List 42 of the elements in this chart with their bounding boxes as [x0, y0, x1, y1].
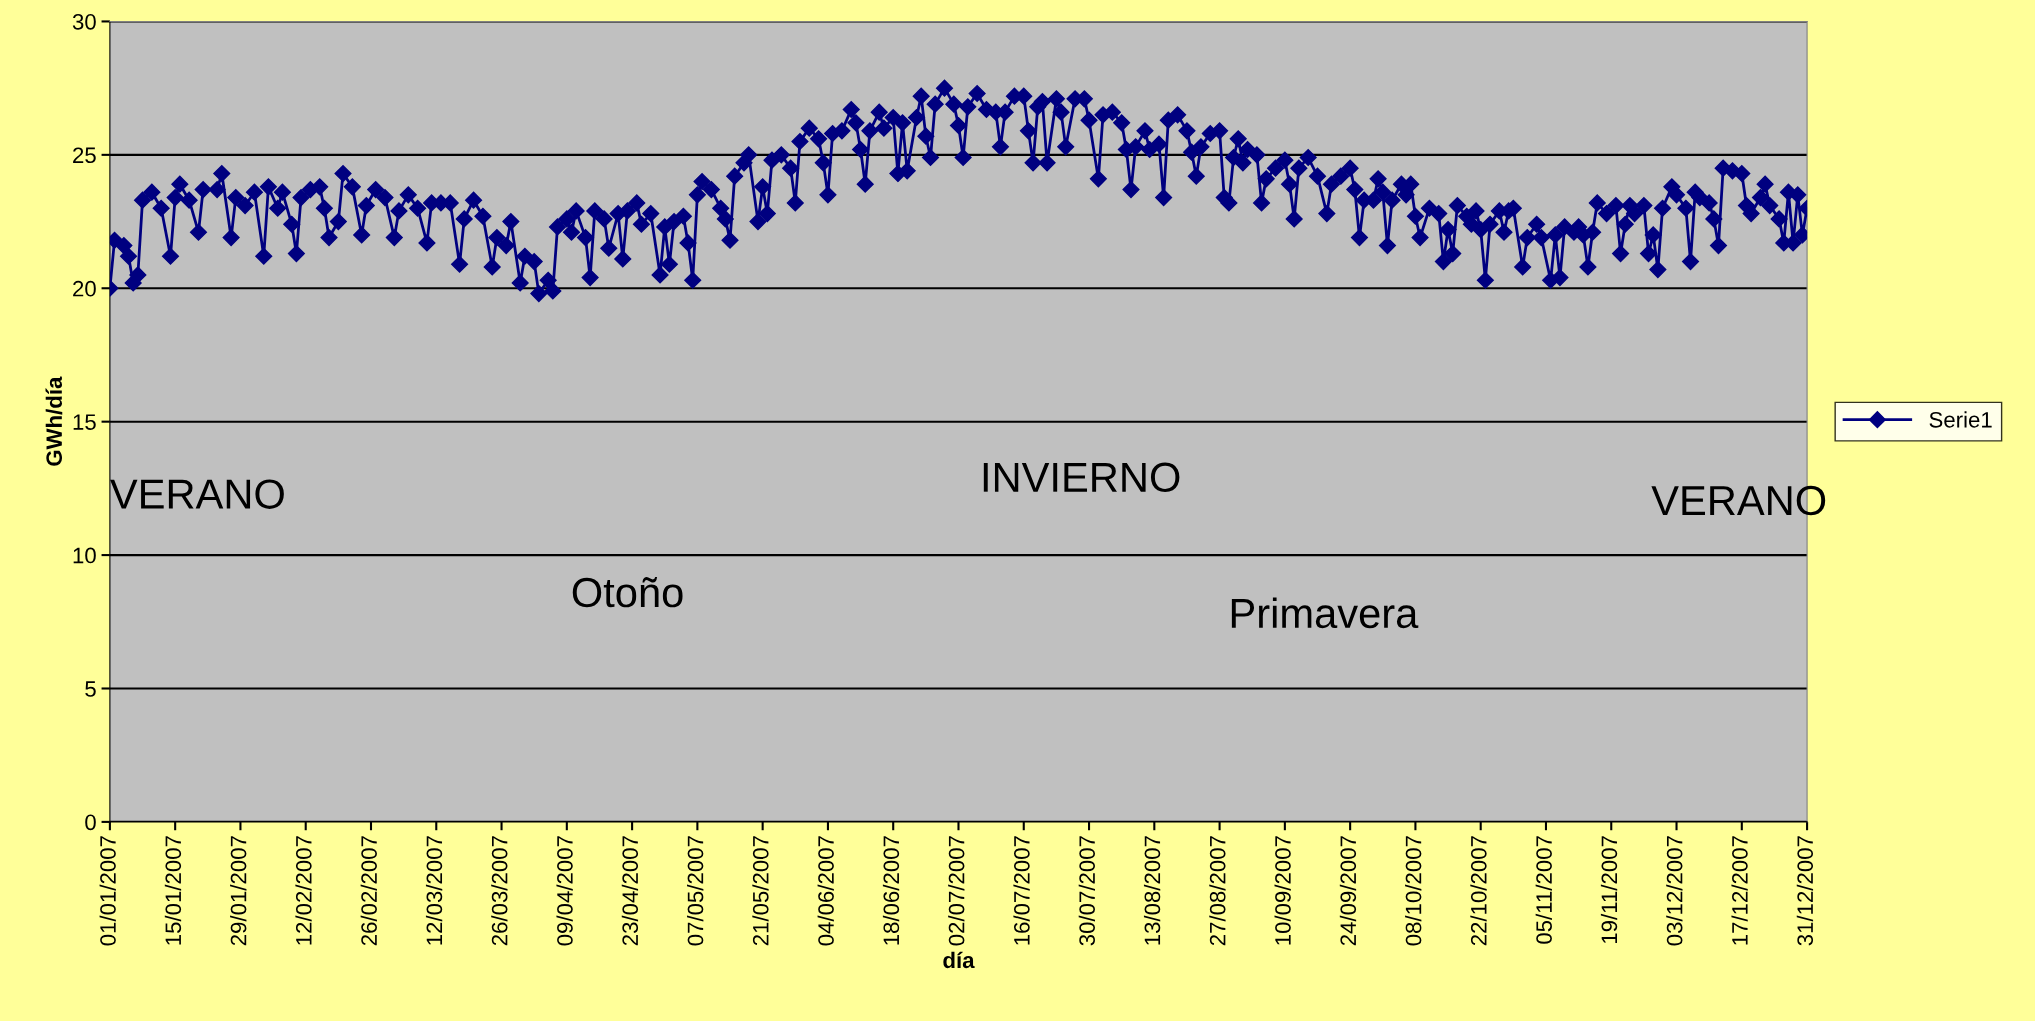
y-tick-label: 30	[72, 13, 96, 30]
annotation: VERANO	[110, 479, 284, 509]
x-tick-label: 07/05/2007	[687, 836, 704, 946]
x-tick-label: 04/06/2007	[817, 836, 834, 946]
x-tick-label: 30/07/2007	[1078, 836, 1095, 946]
x-tick-label: 10/09/2007	[1274, 836, 1291, 945]
x-tick-label: 31/12/2007	[1796, 836, 1814, 946]
x-tick-label: 12/03/2007	[425, 836, 443, 945]
y-tick-label: 10	[73, 547, 96, 564]
x-tick-label: 01/01/2007	[99, 836, 116, 946]
y-tick-label: 0	[85, 814, 96, 831]
x-tick-label: 29/01/2007	[230, 836, 247, 946]
x-tick-label: 17/12/2007	[1731, 836, 1748, 945]
x-tick-label: 16/07/2007	[1013, 836, 1030, 945]
x-tick-label: 15/01/2007	[164, 836, 182, 945]
annotation: VERANO	[1651, 485, 1826, 516]
x-tick-label: 05/11/2007	[1535, 836, 1552, 944]
annotation: Primavera	[1231, 597, 1419, 629]
x-tick-label: 12/02/2007	[295, 836, 312, 945]
x-tick-label: 03/12/2007	[1666, 836, 1683, 946]
x-tick-label: 02/07/2007	[948, 836, 965, 946]
y-tick-label: 15	[73, 414, 96, 430]
annotation: INVIERNO	[983, 462, 1180, 493]
x-tick-label: 27/08/2007	[1209, 836, 1226, 946]
y-tick-label: 20	[73, 280, 96, 297]
x-tick-label: 19/11/2007	[1600, 836, 1618, 943]
legend-label: Serie1	[1929, 411, 1992, 428]
x-tick-label: 18/06/2007	[882, 836, 900, 945]
x-tick-label: 13/08/2007	[1143, 836, 1161, 945]
x-tick-label: 22/10/2007	[1470, 836, 1487, 946]
x-tick-label: 21/05/2007	[752, 836, 769, 946]
x-tick-label: 23/04/2007	[621, 836, 639, 946]
y-tick-label: 5	[85, 681, 96, 697]
y-tick-label: 25	[73, 147, 96, 164]
x-tick-label: 08/10/2007	[1405, 836, 1422, 946]
x-tick-label: 26/02/2007	[360, 836, 377, 946]
x-axis-title: día	[943, 951, 975, 969]
x-tick-label: 24/09/2007	[1339, 836, 1357, 946]
x-tick-label: 26/03/2007	[491, 836, 508, 946]
y-axis-title: GWh/día	[45, 376, 63, 466]
annotation: Otoño	[572, 577, 683, 608]
x-tick-label: 09/04/2007	[556, 836, 573, 946]
